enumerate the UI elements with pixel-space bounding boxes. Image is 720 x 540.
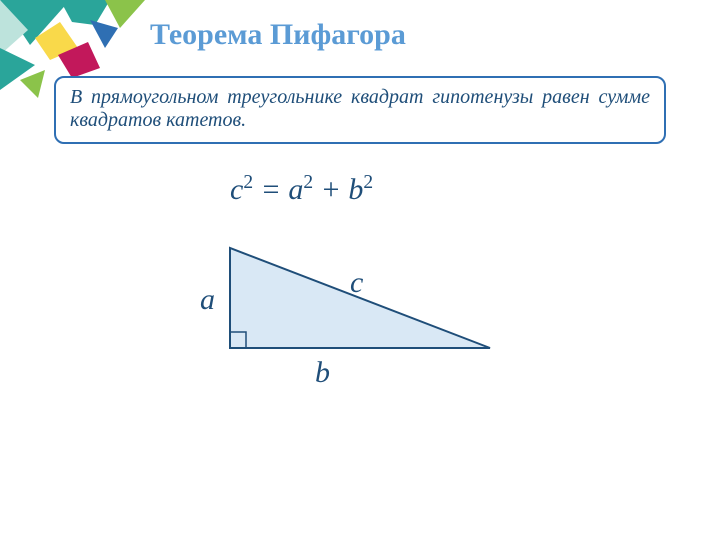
formula-sup: 2 bbox=[303, 172, 313, 193]
deco-shape bbox=[35, 22, 78, 60]
page-title: Теорема Пифагора bbox=[150, 18, 406, 52]
deco-shape bbox=[0, 0, 70, 45]
formula-eq: = bbox=[253, 173, 288, 206]
deco-shape bbox=[60, 0, 110, 25]
formula-sup: 2 bbox=[243, 172, 253, 193]
deco-shape bbox=[20, 70, 45, 98]
formula: c2 = a2 + b2 bbox=[230, 172, 373, 207]
formula-sup: 2 bbox=[363, 172, 373, 193]
triangle-diagram: a c b bbox=[190, 228, 520, 408]
label-b: b bbox=[315, 356, 330, 390]
label-c: c bbox=[350, 266, 363, 300]
theorem-statement-text: В прямоугольном треугольнике квадрат гип… bbox=[70, 86, 650, 131]
formula-a: a bbox=[288, 173, 303, 206]
deco-shape bbox=[0, 48, 35, 90]
theorem-statement-box: В прямоугольном треугольнике квадрат гип… bbox=[54, 76, 666, 144]
deco-shape bbox=[0, 0, 28, 55]
deco-shape bbox=[90, 20, 118, 48]
deco-shape bbox=[105, 0, 145, 28]
label-a: a bbox=[200, 283, 215, 317]
formula-c: c bbox=[230, 173, 243, 206]
deco-shape bbox=[58, 42, 100, 78]
formula-plus: + bbox=[313, 173, 348, 206]
formula-b: b bbox=[348, 173, 363, 206]
